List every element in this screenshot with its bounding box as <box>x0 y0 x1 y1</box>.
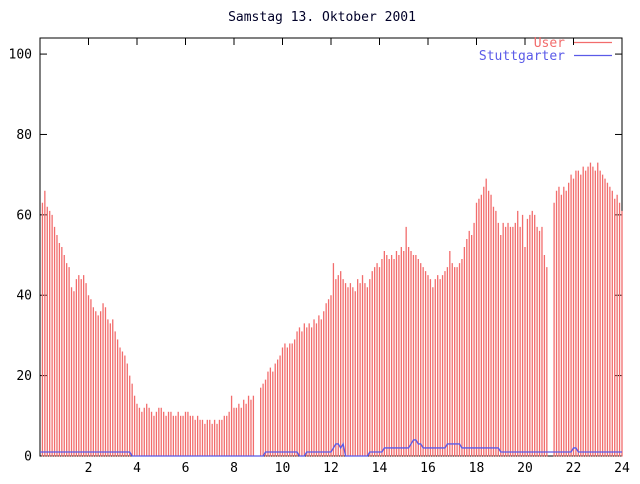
x-tick-label: 4 <box>133 461 141 476</box>
x-tick-label: 10 <box>275 461 291 476</box>
y-tick-label: 0 <box>24 450 32 465</box>
x-tick-label: 24 <box>614 461 630 476</box>
legend-stuttgarter-label: Stuttgarter <box>479 49 565 64</box>
x-tick-label: 2 <box>85 461 93 476</box>
x-tick-label: 6 <box>182 461 190 476</box>
y-tick-label: 60 <box>16 208 32 223</box>
x-tick-label: 20 <box>517 461 533 476</box>
x-tick-label: 14 <box>372 461 388 476</box>
chart-title: Samstag 13. Oktober 2001 <box>228 10 416 25</box>
legend-user-label: User <box>534 36 565 51</box>
x-tick-label: 8 <box>230 461 238 476</box>
y-tick-label: 80 <box>16 128 32 143</box>
x-tick-label: 22 <box>566 461 582 476</box>
stuttgarter-line <box>40 439 622 457</box>
y-tick-label: 100 <box>9 48 32 63</box>
legend: User Stuttgarter <box>479 36 612 64</box>
x-tick-label: 18 <box>469 461 485 476</box>
user-series-bars <box>41 162 623 457</box>
x-tick-label: 12 <box>323 461 339 476</box>
stuttgarter-series-line <box>40 439 622 457</box>
y-tick-label: 40 <box>16 289 32 304</box>
x-tick-label: 16 <box>420 461 436 476</box>
y-tick-label: 20 <box>16 369 32 384</box>
